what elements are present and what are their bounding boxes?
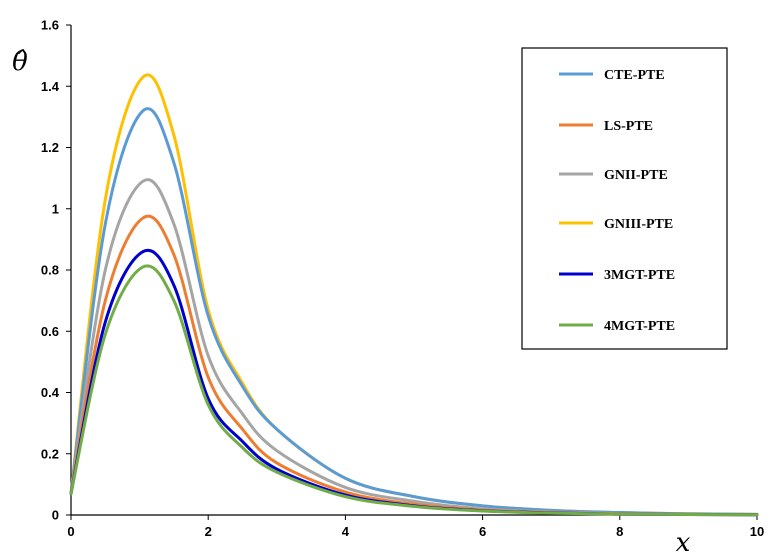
y-tick-label: 0.4	[41, 385, 60, 400]
series-layer	[69, 73, 759, 517]
legend-label: CTE-PTE	[604, 68, 665, 83]
legend-label: GNIII-PTE	[604, 217, 673, 232]
x-tick-label: 4	[342, 524, 350, 539]
y-tick-label: 1.2	[41, 140, 59, 155]
y-tick-label: 1.4	[41, 79, 60, 94]
x-tick-label: 0	[67, 524, 74, 539]
legend-label: GNII-PTE	[604, 168, 668, 183]
x-tick-label: 6	[479, 524, 486, 539]
x-tick-label: 2	[205, 524, 212, 539]
y-tick-label: 0	[52, 508, 59, 523]
y-tick-label: 0.6	[41, 324, 59, 339]
legend-box	[521, 47, 728, 350]
y-tick-label: 0.2	[41, 446, 59, 461]
y-tick-label: 0.8	[41, 263, 59, 278]
legend-label: LS-PTE	[604, 119, 653, 134]
legend: CTE-PTE LS-PTE GNII-PTE GNIII-PTE 3MGT-PTE 4M…	[521, 47, 728, 350]
y-axis-title: θ̂	[12, 47, 28, 77]
legend-label: 3MGT-PTE	[604, 268, 675, 283]
y-tick-label: 1.6	[41, 18, 59, 33]
x-axis-title: x	[676, 528, 691, 552]
y-tick-label: 1	[52, 201, 59, 216]
axes: 0 0.2 0.4 0.6 0.8 1 1.2 1.4 1.6 0 2 4 6 8 10 x θ̂	[12, 18, 764, 552]
series-line-4mgt-pte	[69, 264, 759, 517]
legend-label: 4MGT-PTE	[604, 319, 675, 334]
x-tick-label: 8	[616, 524, 623, 539]
x-tick-label: 10	[750, 524, 764, 539]
